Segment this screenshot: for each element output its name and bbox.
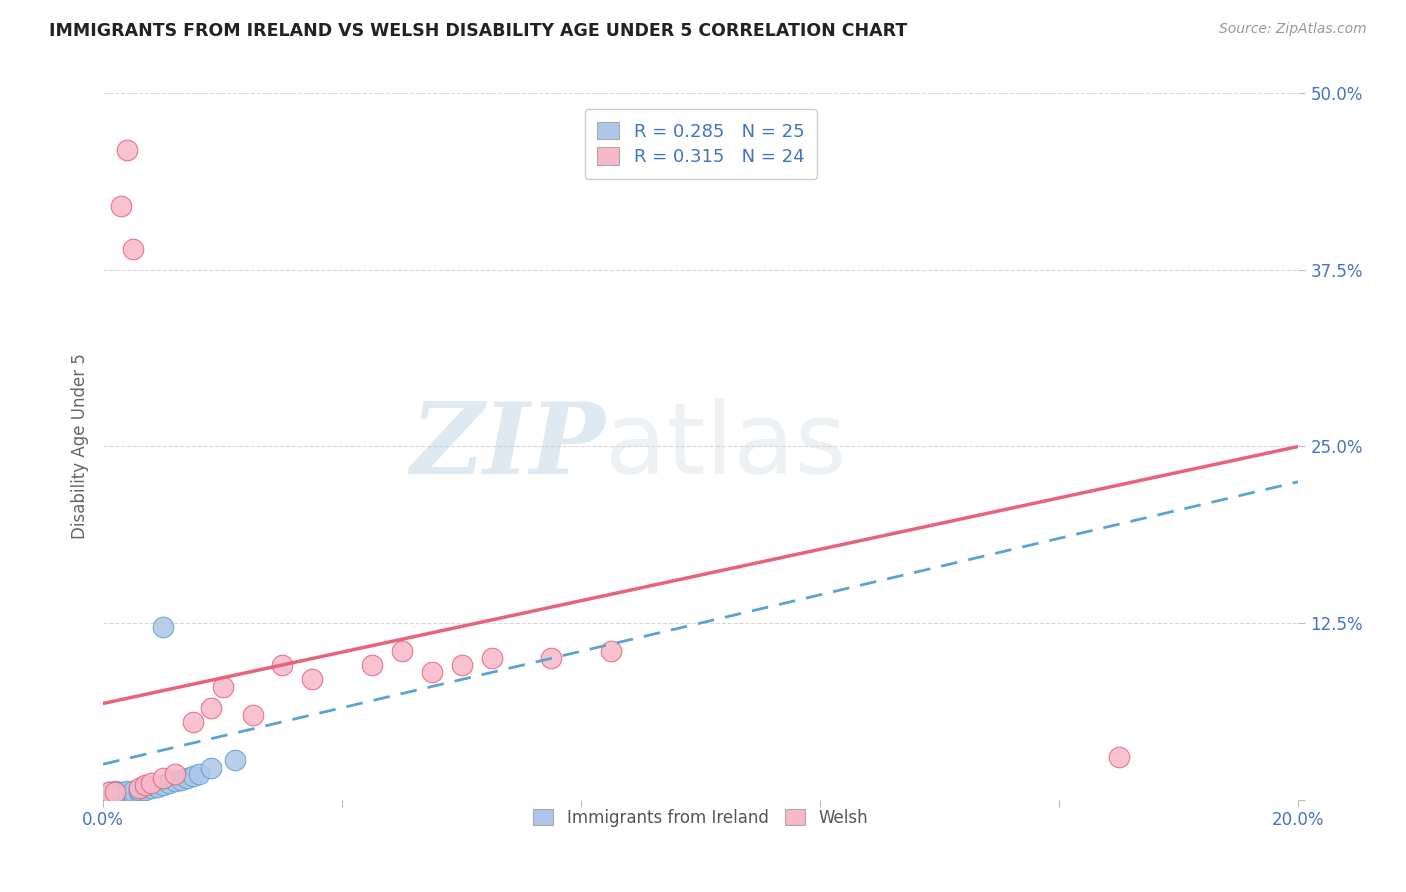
Text: ZIP: ZIP (411, 398, 605, 495)
Point (122, 784, 145, 798)
Point (242, 707, 264, 722)
Point (450, 658, 472, 673)
Point (224, 753, 246, 767)
Point (98, 785, 121, 799)
Legend: Immigrants from Ireland, Welsh: Immigrants from Ireland, Welsh (527, 802, 875, 833)
Point (163, 767, 186, 781)
Point (115, 143, 138, 157)
Text: Source: ZipAtlas.com: Source: ZipAtlas.com (1219, 22, 1367, 37)
Point (104, 789, 127, 803)
Point (139, 775, 162, 789)
Point (540, 651, 562, 665)
Point (146, 780, 169, 794)
Point (104, 785, 127, 799)
Y-axis label: Disability Age Under 5: Disability Age Under 5 (72, 353, 89, 540)
Point (110, 199, 132, 213)
Point (110, 785, 132, 799)
Point (134, 778, 156, 792)
Point (115, 784, 138, 798)
Point (176, 772, 198, 786)
Text: atlas: atlas (605, 398, 846, 495)
Point (139, 781, 162, 796)
Point (420, 665, 443, 680)
Point (128, 781, 150, 796)
Point (181, 768, 204, 782)
Point (200, 700, 222, 714)
Point (187, 767, 209, 781)
Point (211, 680, 233, 694)
Point (301, 673, 323, 687)
Point (122, 787, 145, 801)
Point (98, 785, 121, 799)
Point (391, 644, 413, 658)
Point (170, 772, 193, 787)
Point (1108, 750, 1130, 764)
Point (152, 778, 174, 792)
Text: IMMIGRANTS FROM IRELAND VS WELSH DISABILITY AGE UNDER 5 CORRELATION CHART: IMMIGRANTS FROM IRELAND VS WELSH DISABIL… (49, 22, 907, 40)
Point (104, 784, 127, 798)
Point (152, 620, 174, 634)
Point (200, 761, 222, 775)
Point (128, 782, 150, 797)
Point (122, 242, 145, 256)
Point (115, 787, 138, 801)
Point (157, 775, 180, 789)
Point (481, 651, 503, 665)
Point (128, 785, 150, 799)
Point (163, 774, 186, 789)
Point (152, 772, 174, 786)
Point (181, 714, 204, 729)
Point (271, 658, 294, 673)
Point (98, 789, 121, 803)
Point (134, 782, 156, 797)
Point (600, 644, 623, 658)
Point (361, 658, 384, 673)
Point (110, 789, 132, 803)
